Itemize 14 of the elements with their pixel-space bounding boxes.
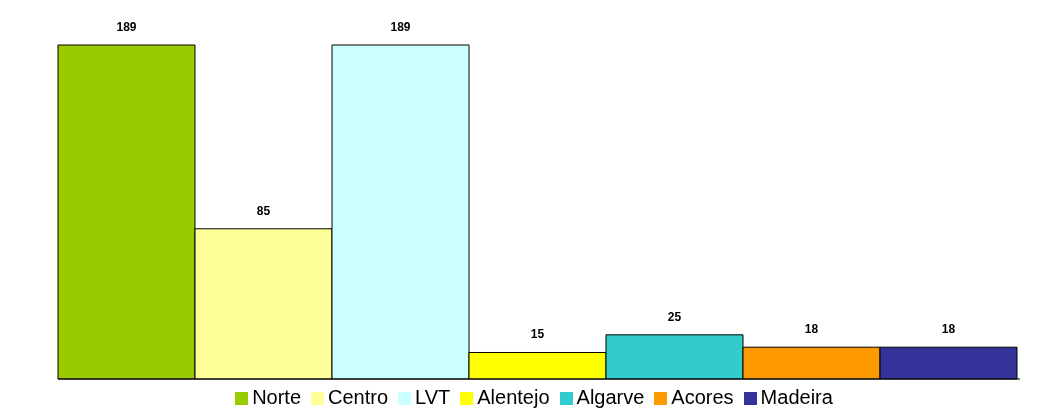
- data-label: 85: [256, 203, 271, 218]
- data-label: 18: [804, 322, 819, 337]
- data-label: 25: [667, 309, 682, 324]
- data-label: 189: [116, 20, 137, 34]
- legend-label: Acores: [671, 386, 734, 408]
- legend-label: Norte: [252, 386, 302, 408]
- legend-label: Madeira: [760, 386, 833, 408]
- data-label: 189: [390, 20, 411, 34]
- legend-label: Algarve: [576, 386, 645, 408]
- data-label: 18: [941, 322, 956, 337]
- legend-label: Alentejo: [477, 386, 550, 408]
- data-label: 15: [530, 327, 545, 342]
- legend-label: LVT: [415, 386, 451, 408]
- legend-label: Centro: [328, 386, 389, 408]
